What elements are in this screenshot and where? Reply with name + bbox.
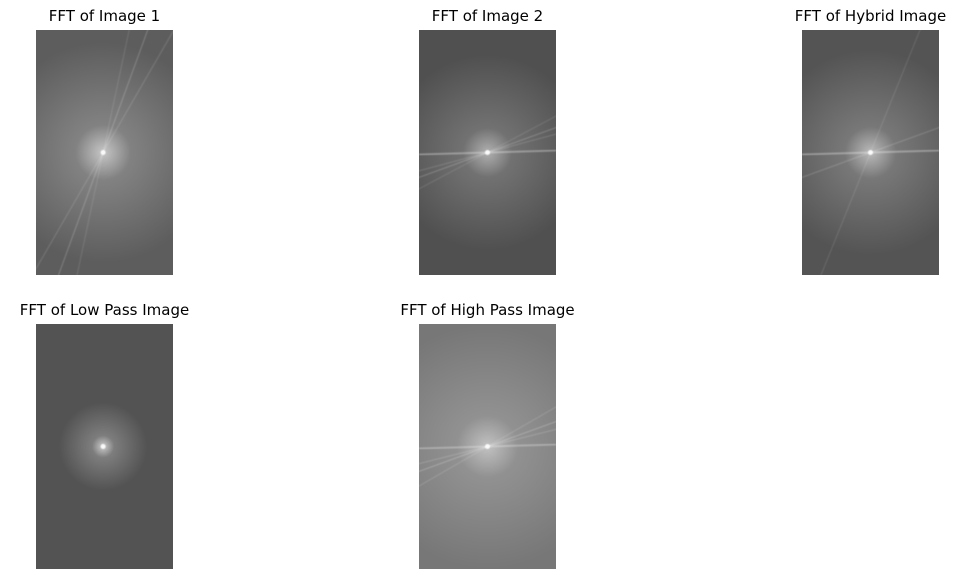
fft-spectrum-image <box>36 324 173 569</box>
spectrum-dc-peak <box>485 150 490 155</box>
fft-spectrum-image <box>419 324 556 569</box>
fft-spectrum-image <box>36 30 173 275</box>
fft-panel-image-2: FFT of Image 2 <box>419 7 556 275</box>
fft-spectrum-image <box>419 30 556 275</box>
fft-panel-hybrid-image: FFT of Hybrid Image <box>795 7 946 275</box>
spectrum-dc-peak <box>485 444 490 449</box>
spectrum-dc-peak <box>100 150 106 155</box>
fft-panel-high-pass-image: FFT of High Pass Image <box>400 301 575 569</box>
panel-title: FFT of Low Pass Image <box>19 301 190 319</box>
fft-panel-image-1: FFT of Image 1 <box>36 7 173 275</box>
panel-title: FFT of Image 2 <box>431 7 544 25</box>
panel-title: FFT of Hybrid Image <box>794 7 947 25</box>
panel-title: FFT of High Pass Image <box>400 301 575 319</box>
panel-title: FFT of Image 1 <box>48 7 161 25</box>
fft-spectrum-image <box>802 30 939 275</box>
spectrum-dc-peak <box>100 444 106 449</box>
spectrum-dc-peak <box>868 150 873 155</box>
fft-panel-low-pass-image: FFT of Low Pass Image <box>20 301 189 569</box>
